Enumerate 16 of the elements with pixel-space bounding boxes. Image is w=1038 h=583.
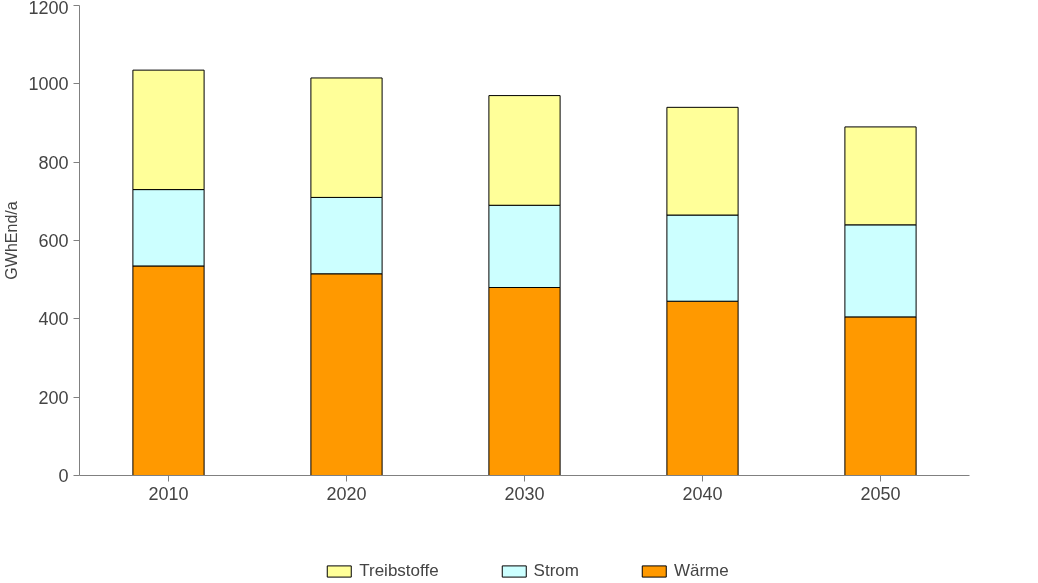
y-tick-label: 1200 bbox=[28, 0, 69, 18]
y-tick-label: 0 bbox=[58, 466, 69, 486]
legend-label: Treibstoffe bbox=[359, 560, 439, 581]
x-tick-label: 2010 bbox=[148, 483, 189, 504]
legend-label: Strom bbox=[533, 560, 579, 581]
x-tick-label: 2020 bbox=[326, 483, 367, 504]
y-tick-label: 400 bbox=[38, 309, 69, 330]
x-tick-label: 2040 bbox=[682, 483, 723, 504]
y-tick-label: 1000 bbox=[28, 74, 69, 95]
legend-label: Wärme bbox=[673, 560, 729, 581]
y-tick-label: 200 bbox=[38, 387, 69, 408]
x-tick-label: 2050 bbox=[860, 483, 901, 504]
y-tick-label: 800 bbox=[38, 152, 69, 173]
y-tick-label: 600 bbox=[38, 231, 69, 251]
y-axis-title: GWhEnd/a bbox=[3, 201, 21, 280]
x-tick-label: 2030 bbox=[504, 483, 545, 504]
